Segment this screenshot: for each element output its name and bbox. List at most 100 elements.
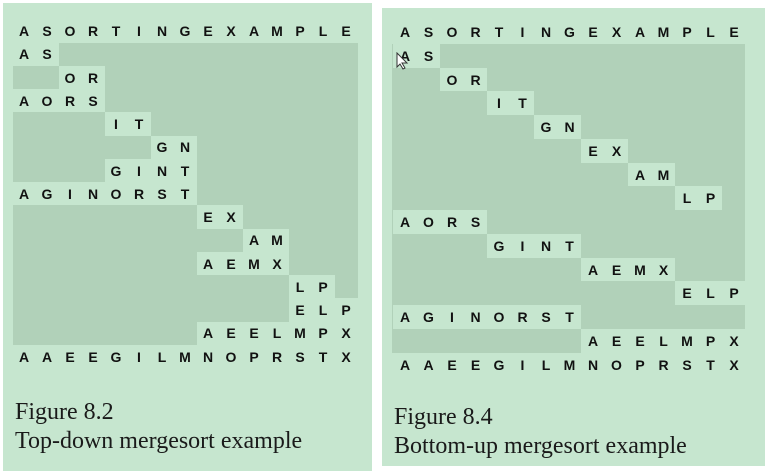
letter-cell: P [705, 190, 716, 207]
letter-cell: E [470, 356, 481, 373]
letter-cell: A [18, 348, 30, 365]
merge-cell [196, 321, 358, 345]
letter-cell: O [446, 71, 458, 88]
letter-cell: L [318, 302, 328, 318]
shaded-band [392, 186, 745, 211]
letter-cell: L [659, 332, 668, 349]
letter-cell: A [18, 92, 30, 109]
shaded-band [392, 257, 745, 282]
letter-cell: E [226, 325, 236, 342]
letter-cell: E [611, 332, 622, 349]
letter-cell: T [494, 24, 504, 40]
letter-cell: I [520, 356, 525, 373]
letter-cell: R [446, 214, 458, 230]
letter-cell: G [564, 24, 575, 40]
letter-cell: E [588, 24, 598, 40]
shaded-band [13, 112, 358, 136]
letter-cell: A [399, 24, 411, 40]
letter-cell: P [295, 23, 305, 39]
letter-cell: P [729, 285, 739, 302]
letter-cell: L [295, 278, 305, 295]
shaded-band [392, 91, 745, 116]
merge-cell [581, 257, 676, 282]
letter-cell: G [110, 162, 122, 179]
merge-cell [12, 89, 105, 113]
shaded-band [392, 138, 745, 163]
letter-cell: P [705, 332, 716, 349]
letter-cell: I [520, 24, 525, 40]
letter-cell: A [399, 47, 411, 64]
letter-cell: I [497, 95, 501, 112]
letter-cell: T [180, 162, 190, 179]
letter-cell: E [611, 261, 622, 278]
letter-cell: L [682, 190, 692, 207]
letter-cell: E [588, 142, 598, 159]
letter-cell: M [271, 23, 283, 39]
letter-cell: P [635, 356, 645, 373]
letter-cell: T [565, 309, 574, 325]
letter-cell: G [179, 23, 191, 39]
merge-cell [440, 67, 488, 92]
letter-cell: X [226, 23, 236, 39]
letter-cell: R [133, 185, 145, 202]
letter-cell: G [156, 139, 168, 156]
letter-cell: P [249, 348, 259, 365]
letter-cell: M [563, 356, 576, 373]
letter-cell: T [518, 95, 527, 112]
merge-cell [393, 305, 582, 329]
shaded-band [13, 275, 358, 299]
merge-cell [675, 186, 723, 211]
letter-cell: S [295, 348, 305, 365]
letter-cell: E [447, 356, 457, 373]
merge-cell [581, 328, 746, 353]
letter-cell: A [248, 23, 260, 39]
merge-cell [534, 115, 582, 139]
letter-cell: T [180, 185, 190, 202]
letter-cell: E [226, 255, 236, 272]
letter-cell: S [682, 356, 692, 373]
letter-cell: O [423, 214, 434, 230]
letter-cell: N [587, 356, 599, 373]
merge-cell [393, 210, 488, 234]
letter-cell: G [493, 237, 505, 254]
shaded-band [13, 205, 358, 229]
merge-cell [150, 135, 197, 159]
letter-cell: X [611, 24, 622, 40]
letter-cell: E [682, 285, 692, 302]
letter-cell: I [68, 185, 72, 202]
merge-cell [288, 298, 358, 322]
letter-cell: E [295, 302, 305, 318]
letter-cell: X [226, 209, 236, 225]
merge-cell [12, 182, 197, 206]
shaded-band [392, 281, 745, 306]
letter-cell: L [706, 24, 715, 40]
letter-cell: A [634, 24, 646, 40]
letter-cell: E [65, 348, 75, 365]
letter-cell: A [41, 348, 53, 365]
shaded-band [13, 42, 358, 66]
letter-cell: O [225, 348, 237, 365]
letter-cell: X [729, 356, 739, 373]
letter-cell: G [110, 348, 122, 365]
letter-cell: A [202, 325, 214, 342]
letter-cell: E [203, 23, 213, 39]
letter-cell: G [493, 356, 505, 373]
figure-8-2-title: Top-down mergesort example [15, 428, 303, 454]
letter-cell: N [540, 24, 552, 40]
letter-cell: A [399, 356, 411, 373]
mouse-pointer-icon [396, 52, 409, 70]
letter-cell: A [587, 261, 599, 278]
letter-cell: T [111, 23, 121, 39]
letter-cell: S [541, 309, 551, 325]
letter-cell: O [64, 23, 76, 39]
merge-cell [487, 233, 582, 258]
figure-8-2-number: Figure 8.2 [15, 399, 114, 425]
letter-cell: M [657, 166, 670, 183]
letter-cell: M [179, 348, 191, 365]
letter-cell: E [88, 348, 98, 365]
merge-cell [581, 138, 629, 163]
letter-cell: I [137, 348, 141, 365]
letter-cell: X [341, 325, 351, 342]
letter-cell: X [341, 348, 351, 365]
